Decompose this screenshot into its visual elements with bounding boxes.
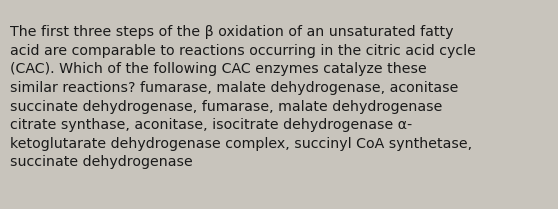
- Text: The first three steps of the β oxidation of an unsaturated fatty
acid are compar: The first three steps of the β oxidation…: [10, 25, 476, 169]
